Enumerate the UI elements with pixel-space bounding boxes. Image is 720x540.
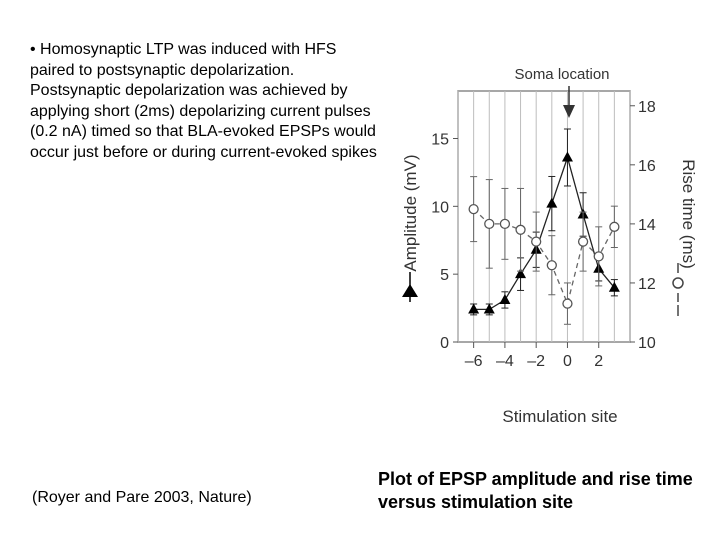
plot-frame xyxy=(457,90,631,343)
x-tick-label: –2 xyxy=(527,353,545,370)
series-layer xyxy=(468,128,620,325)
x-gridlines xyxy=(457,91,631,342)
rise-time-point xyxy=(531,236,542,247)
amplitude-point xyxy=(608,281,620,292)
left-y-tick-label: 0 xyxy=(440,335,449,352)
right-y-tick-label: 14 xyxy=(638,217,656,234)
right-y-axis: 10 12 14 16 18 xyxy=(630,99,656,352)
rise-time-point xyxy=(577,236,589,247)
rise-time-line xyxy=(473,208,615,306)
amplitude-line xyxy=(473,155,615,311)
x-axis-label: Stimulation site xyxy=(502,407,617,426)
amplitude-point xyxy=(483,303,495,314)
amplitude-legend-icon xyxy=(402,272,418,302)
rise-time-point xyxy=(515,224,526,235)
x-tick-label: 2 xyxy=(594,353,603,370)
x-tick-label: –6 xyxy=(465,353,483,370)
amplitude-point xyxy=(515,268,527,279)
rise-time-legend-icon xyxy=(672,263,684,316)
bullet-text: • Homosynaptic LTP was induced with HFS … xyxy=(30,41,377,161)
rise-time-point xyxy=(499,218,511,230)
citation-text: (Royer and Pare 2003, Nature) xyxy=(32,489,252,506)
x-tick-label: 0 xyxy=(563,353,572,370)
amplitude-point xyxy=(499,293,511,304)
amplitude-point xyxy=(561,151,573,162)
left-y-axis: 0 5 10 15 xyxy=(431,131,458,352)
amplitude-point xyxy=(468,303,480,314)
soma-annotation: Soma location xyxy=(514,66,609,83)
y2-axis-label: Rise time (ms) xyxy=(679,159,698,269)
left-y-tick-label: 15 xyxy=(431,131,449,148)
chart-caption: Plot of EPSP amplitude and rise time ver… xyxy=(378,469,693,512)
rise-time-point xyxy=(468,203,479,215)
right-y-tick-label: 16 xyxy=(638,158,656,175)
left-y-tick-label: 5 xyxy=(440,267,449,284)
rise-time-point xyxy=(562,298,573,309)
left-y-tick-label: 10 xyxy=(431,199,449,216)
epsp-chart: 0 5 10 15 10 12 14 16 18 –6 –4 –2 0 2 Soma location… xyxy=(401,66,698,426)
rise-time-point xyxy=(609,221,620,232)
rise-time-point xyxy=(484,218,495,230)
soma-arrow-icon xyxy=(563,86,575,118)
y-axis-label: Amplitude (mV) xyxy=(401,154,420,271)
rise-time-point xyxy=(546,260,557,271)
right-y-tick-label: 18 xyxy=(638,99,656,116)
right-y-tick-label: 10 xyxy=(638,335,656,352)
amplitude-point xyxy=(546,197,558,208)
x-axis: –6 –4 –2 0 2 xyxy=(465,342,603,370)
right-y-tick-label: 12 xyxy=(638,276,656,293)
rise-time-point xyxy=(593,251,604,262)
x-tick-label: –4 xyxy=(496,353,514,370)
